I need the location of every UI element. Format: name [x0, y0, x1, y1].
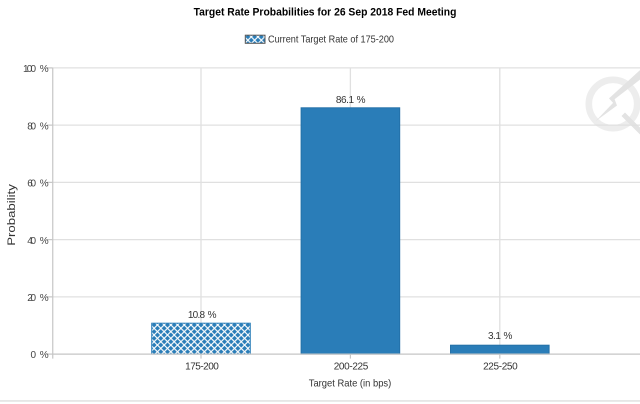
svg-text:Target Rate (in bps): Target Rate (in bps)	[309, 378, 392, 390]
svg-text:Target Rate Probabilities for: Target Rate Probabilities for 26 Sep 201…	[194, 6, 457, 18]
svg-text:225-250: 225-250	[483, 361, 518, 372]
svg-text:175-200: 175-200	[185, 361, 219, 372]
svg-text:%: %	[357, 95, 366, 106]
svg-text:%: %	[40, 293, 49, 304]
svg-text:60: 60	[27, 179, 36, 190]
svg-text:%: %	[40, 236, 49, 247]
svg-text:200-225: 200-225	[334, 361, 369, 372]
svg-text:100: 100	[23, 64, 36, 75]
svg-text:86.1: 86.1	[336, 95, 355, 106]
svg-text:20: 20	[27, 293, 36, 304]
svg-text:Probability: Probability	[6, 184, 18, 246]
svg-text:%: %	[40, 64, 49, 75]
svg-text:Current Target Rate of 175-200: Current Target Rate of 175-200	[268, 33, 394, 45]
svg-text:3.1: 3.1	[488, 331, 501, 342]
svg-text:10.8: 10.8	[188, 310, 206, 321]
svg-text:0: 0	[30, 350, 36, 361]
svg-text:40: 40	[27, 236, 36, 247]
svg-text:%: %	[504, 331, 513, 342]
svg-text:%: %	[208, 310, 217, 321]
svg-text:%: %	[40, 179, 49, 190]
svg-text:80: 80	[27, 121, 36, 132]
svg-text:%: %	[40, 121, 49, 132]
svg-text:%: %	[40, 350, 49, 361]
